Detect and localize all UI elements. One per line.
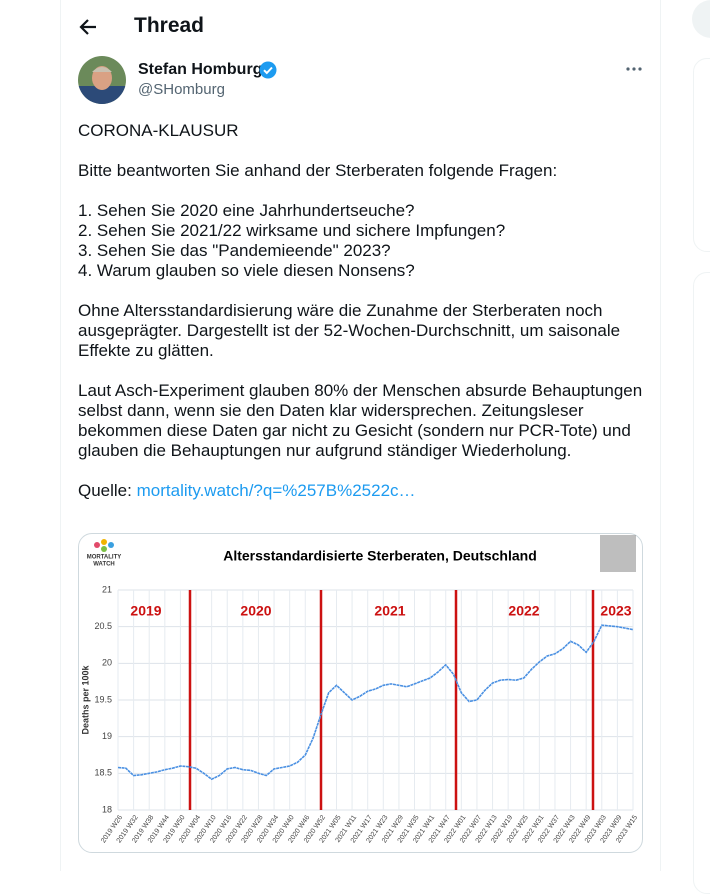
y-tick-label: 18.5 [94, 768, 112, 778]
question: 3. Sehen Sie das "Pandemieende" 2023? [78, 241, 391, 260]
image-card[interactable] [78, 533, 643, 853]
y-tick-label: 20 [102, 658, 112, 668]
intro: CORONA-KLAUSUR [78, 121, 239, 140]
back-button[interactable] [76, 14, 102, 40]
year-label: 2019 [130, 603, 161, 619]
questions: 1. Sehen Sie 2020 eine Jahrhundertseuche… [78, 201, 646, 281]
verified-badge [259, 61, 277, 79]
avatar[interactable] [78, 56, 126, 104]
question: 1. Sehen Sie 2020 eine Jahrhundertseuche… [78, 201, 415, 220]
question: 4. Warum glauben so viele diesen Nonsens… [78, 261, 415, 280]
y-tick-label: 19.5 [94, 694, 112, 704]
y-tick-label: 21 [102, 584, 112, 594]
column-border [660, 0, 661, 871]
question-lead: Bitte beantworten Sie anhand der Sterber… [78, 161, 558, 180]
page: Thread Stefan Homburg @SHomburg CORONA-K… [60, 0, 710, 894]
year-label: 2021 [374, 603, 405, 619]
qr-code [600, 535, 636, 572]
search-box[interactable] [692, 0, 710, 38]
source-label: Quelle: [78, 481, 132, 500]
y-tick-label: 18 [102, 804, 112, 814]
paragraph: Laut Asch-Experiment glauben 80% der Men… [78, 381, 643, 460]
data-line [117, 624, 634, 781]
author-handle[interactable]: @SHomburg [138, 81, 225, 98]
year-label: 2023 [600, 603, 631, 619]
author-name[interactable]: Stefan Homburg [138, 61, 263, 78]
logo: MORTALITY WATCH [87, 539, 122, 568]
source-link[interactable]: mortality.watch/?q=%257B%2522c… [136, 481, 416, 500]
tweet-text: CORONA-KLAUSUR Bitte beantworten Sie anh… [78, 121, 646, 521]
chart-title: Altersstandardisierte Sterberaten, Deuts… [223, 548, 537, 564]
paragraph: Ohne Altersstandardisierung wäre die Zun… [78, 301, 621, 360]
logo-text: MORTALITY [87, 555, 122, 561]
question: 2. Sehen Sie 2021/22 wirksame und sicher… [78, 221, 506, 240]
y-tick-label: 20.5 [94, 621, 112, 631]
chart: Altersstandardisierte Sterberaten, Deuts… [80, 535, 639, 844]
y-axis-label: Deaths per 100k [80, 664, 90, 734]
year-label: 2022 [508, 603, 539, 619]
y-tick-label: 19 [102, 731, 112, 741]
column-border [60, 0, 61, 871]
logo-text: WATCH [93, 562, 115, 568]
more-button[interactable] [624, 62, 644, 76]
year-label: 2020 [240, 603, 271, 619]
header-title: Thread [134, 14, 205, 37]
source: Quelle: mortality.watch/?q=%257B%2522c… [78, 481, 646, 501]
